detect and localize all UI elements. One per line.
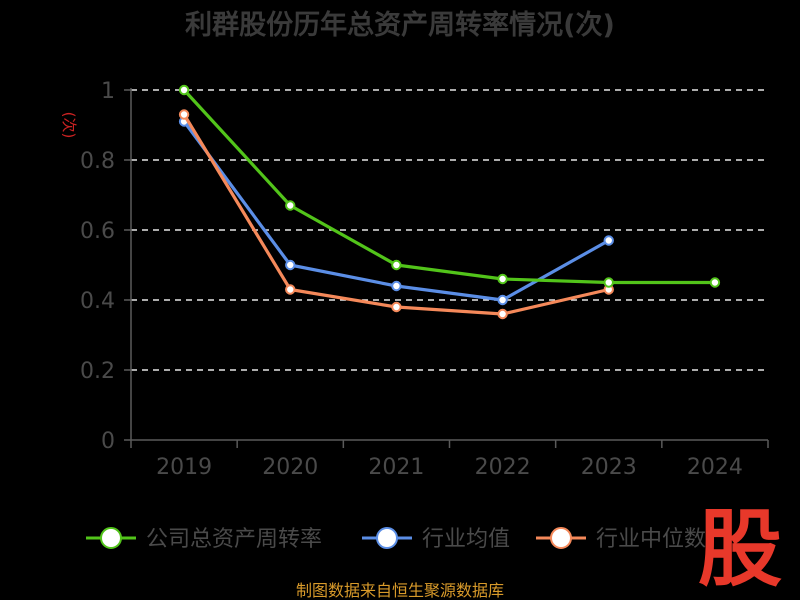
data-point[interactable] xyxy=(497,294,508,306)
data-point[interactable] xyxy=(603,235,614,246)
y-tick-label: 0.6 xyxy=(80,219,115,244)
legend-marker xyxy=(376,527,398,549)
y-tick-label: 1 xyxy=(101,79,115,104)
source-note: 制图数据来自恒生聚源数据库 xyxy=(296,581,504,600)
axes: 0 0.2 0.4 0.6 0.8 1 2019 2020 2021 2022 2023 2024 xyxy=(80,79,769,480)
grid-lines xyxy=(131,89,768,371)
data-point[interactable] xyxy=(391,259,402,271)
data-point[interactable] xyxy=(497,308,508,320)
data-point[interactable] xyxy=(391,280,402,292)
series-1 xyxy=(178,116,614,306)
data-point[interactable] xyxy=(178,109,190,120)
series-layer xyxy=(178,84,721,320)
data-point[interactable] xyxy=(497,273,508,285)
x-tick-label: 2022 xyxy=(475,455,531,480)
x-tick-label: 2021 xyxy=(368,455,424,480)
series-line xyxy=(182,88,717,285)
legend-item[interactable]: 公司总资产周转率 xyxy=(86,527,322,552)
x-tick-label: 2019 xyxy=(156,455,212,480)
data-point[interactable] xyxy=(391,301,402,313)
y-tick-label: 0.4 xyxy=(80,289,115,314)
legend-label: 行业均值 xyxy=(422,527,510,552)
watermark-glyph: 股 xyxy=(698,500,782,598)
legend-label: 公司总资产周转率 xyxy=(146,527,322,552)
data-point[interactable] xyxy=(178,84,190,96)
legend: 公司总资产周转率 行业均值 行业中位数 xyxy=(86,527,706,552)
legend-label: 行业中位数 xyxy=(596,527,706,552)
data-point[interactable] xyxy=(285,200,296,211)
x-tick-label: 2023 xyxy=(581,455,637,480)
legend-item[interactable]: 行业均值 xyxy=(362,527,510,552)
legend-item[interactable]: 行业中位数 xyxy=(536,527,706,552)
chart-title: 利群股份历年总资产周转率情况(次) xyxy=(185,9,615,41)
y-axis-unit-label: (次) xyxy=(60,112,78,139)
data-point[interactable] xyxy=(285,259,296,271)
x-tick-label: 2020 xyxy=(262,455,318,480)
watermark-logo: 股 xyxy=(698,500,782,598)
data-point[interactable] xyxy=(285,284,296,295)
y-tick-label: 0.8 xyxy=(80,149,115,174)
legend-marker xyxy=(100,527,122,549)
legend-marker xyxy=(550,527,572,549)
x-tick-label: 2024 xyxy=(687,455,743,480)
series-0 xyxy=(178,84,721,288)
data-point[interactable] xyxy=(709,277,721,288)
data-point[interactable] xyxy=(603,277,614,288)
y-tick-label: 0.2 xyxy=(80,359,115,384)
series-line xyxy=(182,119,611,302)
y-tick-label: 0 xyxy=(101,429,115,454)
series-2 xyxy=(178,109,614,320)
